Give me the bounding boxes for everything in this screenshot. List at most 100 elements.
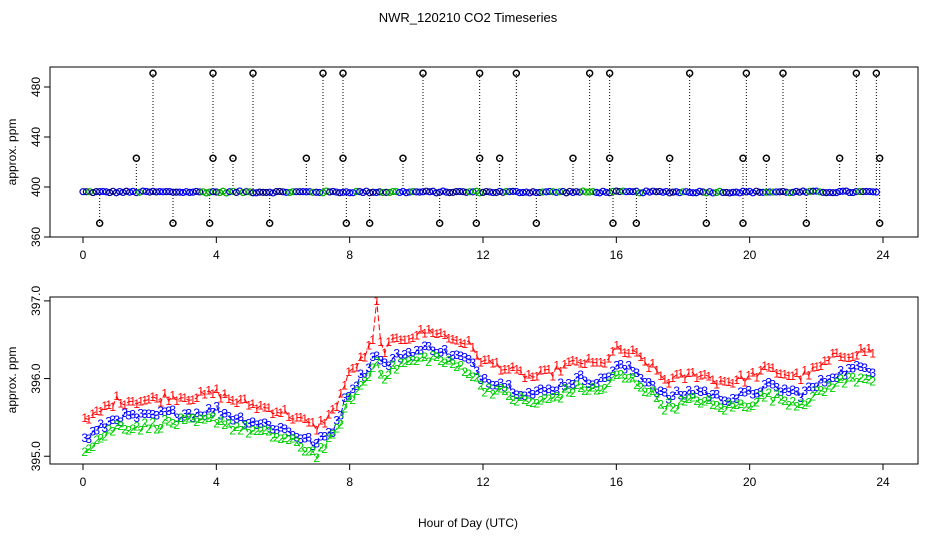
baseline-point [152,188,160,196]
baseline-point [182,188,190,196]
series-2-point: 2 [793,400,800,414]
series-2-point: 2 [473,370,480,384]
baseline-point [629,188,637,196]
baseline-point [339,188,347,196]
series-1-point: 1 [465,334,472,348]
series-1-point: 1 [329,403,336,417]
series-3-point: 3 [93,423,100,437]
series-2-point: 2 [817,383,824,397]
series-2-point: 2 [489,388,496,402]
series-3-point: 3 [765,376,772,390]
series-2-point: 2 [405,354,412,368]
series-2-point: 2 [141,416,148,430]
baseline-point [682,188,690,196]
spike-low-point [342,219,351,227]
series-2-point: 2 [541,391,548,405]
top-x-tick-label: 16 [610,248,624,262]
series-3-point: 3 [629,365,636,379]
baseline-point [836,187,844,196]
series-3-point: 3 [457,349,464,363]
baseline-point [449,188,457,196]
series-3-point: 3 [329,426,336,440]
series-2-point: 2 [757,388,764,402]
series-3-point: 3 [725,395,732,409]
series-3-point: 3 [425,339,432,353]
baseline-point [229,187,237,196]
series-2-point: 2 [193,415,200,429]
series-3-point: 3 [789,383,796,397]
series-2-point: 2 [625,371,632,385]
series-2-point: 2 [209,410,216,424]
spike-high-point [605,69,614,77]
series-1-point: 1 [697,369,704,383]
series-1-point: 1 [829,346,836,360]
spike-mid-point [475,154,484,162]
baseline-point [376,188,384,196]
series-2-point: 2 [589,380,596,394]
baseline-point [536,188,544,197]
series-3-point: 3 [493,378,500,392]
series-1-point: 1 [853,348,860,362]
baseline-point [109,187,117,195]
series-2-point: 2 [853,375,860,389]
series-3-point: 3 [481,372,488,386]
baseline-point [442,188,450,196]
baseline-point [516,189,524,197]
series-2-point: 2 [685,392,692,406]
series-3-point: 3 [869,366,876,380]
baseline-point [86,188,94,196]
series-2-point: 2 [553,390,560,404]
series-3-point: 3 [225,409,232,423]
series-3-point: 3 [861,361,868,375]
baseline-point [662,187,670,196]
series-2-point: 2 [861,372,868,386]
series-1-point: 1 [845,351,852,365]
series-1-point: 1 [101,399,108,413]
baseline-point [189,188,197,196]
series-3-point: 3 [397,352,404,366]
series-2-point: 2 [113,418,120,432]
series-2-point: 2 [277,432,284,446]
series-3-point: 3 [813,380,820,394]
series-3-point: 3 [261,416,268,430]
series-2-point: 2 [181,413,188,427]
top-panel: 0 4 8 12 16 20 24 360 400 440 480 approx. ppm [5,66,919,262]
baseline-point [826,188,834,197]
series-1-point: 1 [685,366,692,380]
series-1-point: 1 [701,368,708,382]
baseline-point [212,188,220,196]
baseline-point [556,188,564,196]
series-1-point: 1 [689,365,696,379]
baseline-point [542,188,550,196]
series-3-point: 3 [773,380,780,394]
series-2-point: 2 [409,353,416,367]
baseline-point [459,188,467,196]
baseline-point [209,188,217,196]
series-3-point: 3 [441,343,448,357]
series-2-point: 2 [505,389,512,403]
series-2-point: 2 [173,418,180,432]
baseline-point [809,187,817,195]
series-2-point: 2 [333,422,340,436]
baseline-point [659,188,667,196]
series-2-point: 2 [217,414,224,428]
series-2-point: 2 [737,397,744,411]
series-1-point: 1 [241,392,248,406]
series-3-point: 3 [245,417,252,431]
series-1-point: 1 [121,398,128,412]
baseline-point [356,188,364,196]
spike-high-point [475,69,484,77]
series-1-point: 1 [749,365,756,379]
series-3-point: 3 [449,348,456,362]
baseline-point [346,189,354,197]
baseline-point [489,188,497,197]
series-3-point: 3 [669,389,676,403]
bottom-x-tick-label: 4 [213,475,220,489]
series-3-point: 3 [709,388,716,402]
baseline-point [496,187,504,196]
series-2-point: 2 [345,391,352,405]
series-2-point: 2 [613,368,620,382]
baseline-point [239,188,247,197]
spike-mid-point [739,154,747,162]
baseline-point [352,187,360,196]
